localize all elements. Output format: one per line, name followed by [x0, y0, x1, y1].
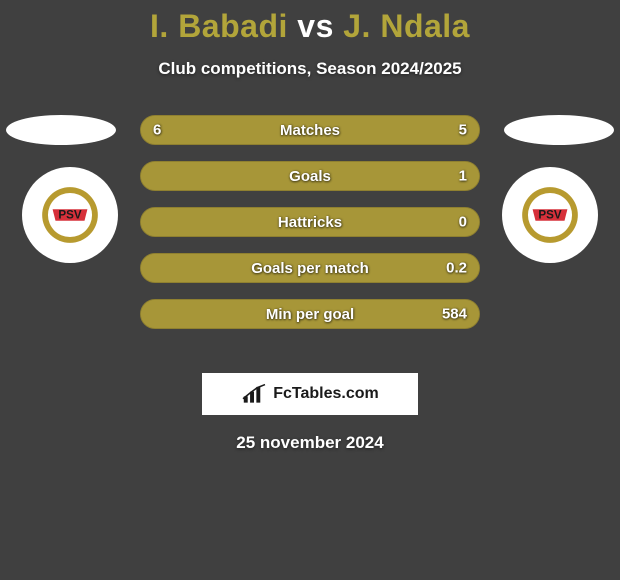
- player1-head-ellipse: [6, 115, 116, 145]
- fctables-text: FcTables.com: [273, 385, 379, 403]
- comparison-body: PSV PSV 6 Matches 5 Goals 1 Hattricks 0 Goals p…: [0, 115, 620, 345]
- player1-club-badge: PSV: [22, 167, 118, 263]
- stat-left-value: 6: [153, 122, 161, 139]
- svg-text:PSV: PSV: [58, 208, 81, 221]
- subtitle: Club competitions, Season 2024/2025: [0, 59, 620, 79]
- stat-row: Goals per match 0.2: [140, 253, 480, 283]
- stat-label: Goals per match: [251, 260, 369, 277]
- infographic: I. Babadi vs J. Ndala Club competitions,…: [0, 0, 620, 453]
- stats-column: 6 Matches 5 Goals 1 Hattricks 0 Goals per match…: [140, 115, 480, 329]
- stat-right-value: 584: [442, 306, 467, 323]
- stat-row: 6 Matches 5: [140, 115, 480, 145]
- bar-chart-icon: [241, 383, 267, 405]
- stat-right-value: 0: [459, 214, 467, 231]
- vs-text: vs: [297, 8, 334, 44]
- player1-name: I. Babadi: [150, 8, 288, 44]
- comparison-title: I. Babadi vs J. Ndala: [0, 0, 620, 45]
- stat-right-value: 0.2: [446, 260, 467, 277]
- stat-right-value: 1: [459, 168, 467, 185]
- player2-club-badge: PSV: [502, 167, 598, 263]
- stat-label: Min per goal: [266, 306, 354, 323]
- psv-badge-icon: PSV: [41, 186, 99, 244]
- snapshot-date: 25 november 2024: [0, 433, 620, 453]
- player2-head-ellipse: [504, 115, 614, 145]
- stat-label: Hattricks: [278, 214, 342, 231]
- player2-name: J. Ndala: [343, 8, 470, 44]
- psv-badge-icon: PSV: [521, 186, 579, 244]
- stat-right-value: 5: [459, 122, 467, 139]
- stat-label: Goals: [289, 168, 331, 185]
- svg-text:PSV: PSV: [538, 208, 561, 221]
- stat-row: Min per goal 584: [140, 299, 480, 329]
- stat-row: Hattricks 0: [140, 207, 480, 237]
- fctables-logo: FcTables.com: [202, 373, 418, 415]
- stat-label: Matches: [280, 122, 340, 139]
- stat-row: Goals 1: [140, 161, 480, 191]
